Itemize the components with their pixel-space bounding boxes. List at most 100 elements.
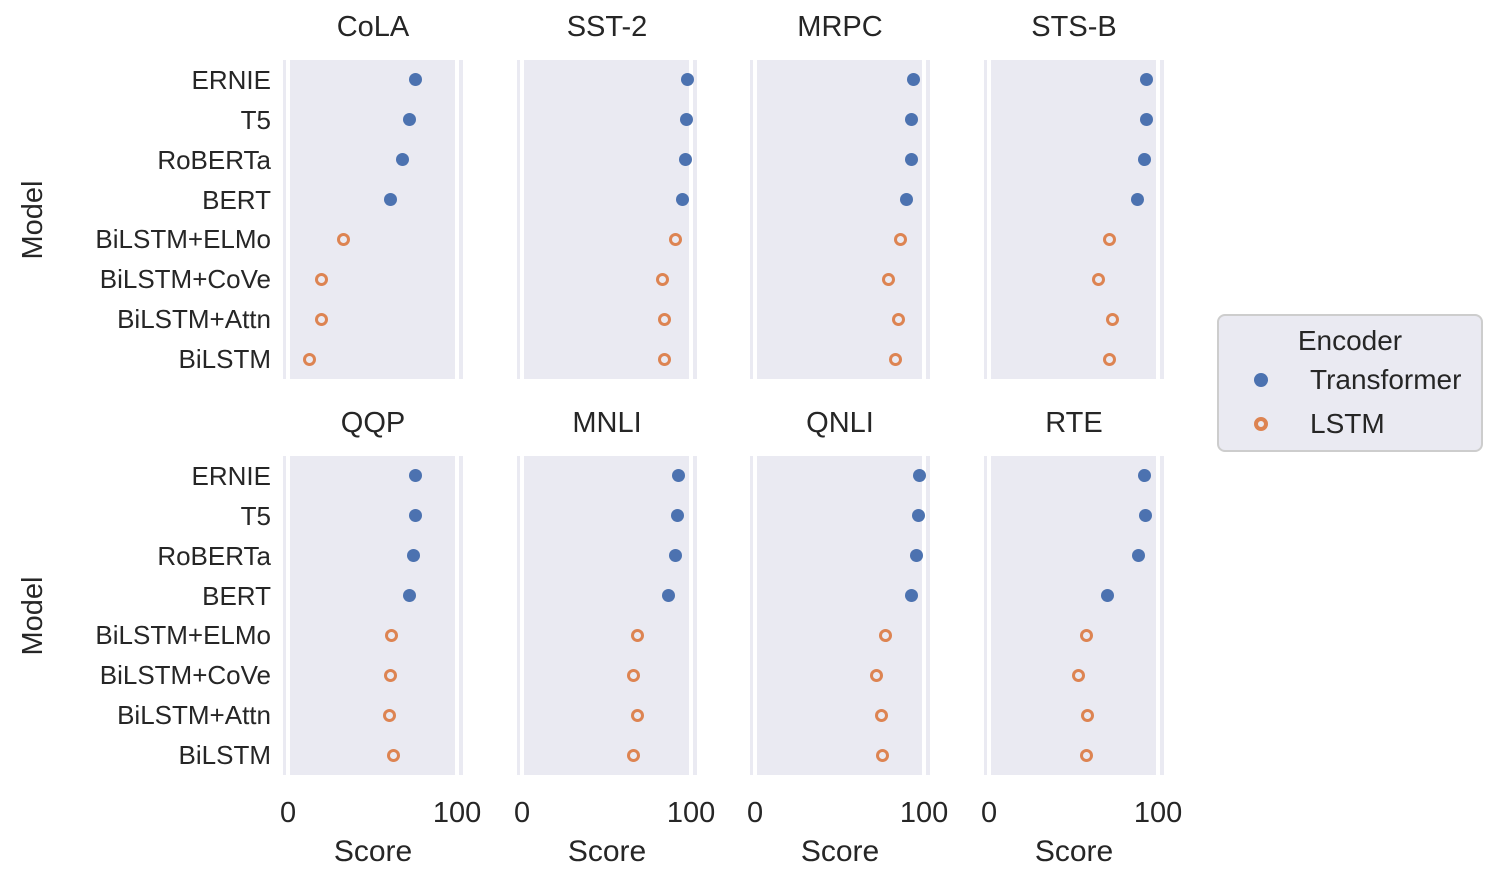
legend-entry-transformer: Transformer	[1219, 358, 1481, 402]
y-tick-label-BiLSTM+Attn: BiLSTM+Attn	[117, 304, 271, 335]
facet-title-RTE: RTE	[1045, 407, 1103, 439]
y-tick-label-T5: T5	[240, 500, 271, 531]
open-circle-icon	[1254, 417, 1268, 431]
x-tick-label-RTE-0: 0	[980, 797, 998, 829]
facet-title-MNLI: MNLI	[572, 407, 642, 439]
filled-circle-icon	[1254, 373, 1268, 387]
facet-title-SST-2: SST-2	[566, 11, 648, 43]
x-tick-label-QNLI-0: 0	[746, 797, 764, 829]
data-point-STS-B-BiLSTM+CoVe	[1092, 272, 1106, 286]
data-point-CoLA-BiLSTM	[302, 352, 316, 366]
y-tick-label-ERNIE: ERNIE	[191, 64, 271, 95]
data-point-CoLA-ERNIE	[409, 73, 423, 87]
data-point-CoLA-RoBERTa	[396, 153, 410, 167]
gridline-x0	[286, 456, 291, 775]
data-point-RTE-BiLSTM+ELMo	[1079, 628, 1093, 642]
y-tick-label-BERT: BERT	[202, 184, 271, 215]
data-point-RTE-BiLSTM+Attn	[1081, 708, 1095, 722]
data-point-SST-2-ERNIE	[680, 73, 694, 87]
facet-panel-RTE	[984, 456, 1164, 775]
data-point-MNLI-BiLSTM+CoVe	[627, 668, 641, 682]
data-point-QQP-BiLSTM+CoVe	[383, 668, 397, 682]
data-point-RTE-BiLSTM	[1079, 748, 1093, 762]
y-tick-label-BiLSTM+CoVe: BiLSTM+CoVe	[99, 264, 271, 295]
y-tick-label-BiLSTM+Attn: BiLSTM+Attn	[117, 700, 271, 731]
legend-entry-label: LSTM	[1310, 408, 1385, 439]
data-point-MRPC-BiLSTM+CoVe	[882, 272, 896, 286]
data-point-MRPC-T5	[905, 113, 919, 127]
data-point-MRPC-BERT	[899, 193, 913, 207]
data-point-MRPC-BiLSTM+ELMo	[893, 232, 907, 246]
legend-entry-lstm: LSTM	[1219, 402, 1481, 446]
data-point-QNLI-BiLSTM	[876, 748, 890, 762]
data-point-MNLI-BiLSTM	[627, 748, 641, 762]
data-point-SST-2-BiLSTM+CoVe	[655, 272, 669, 286]
legend: Encoder Transformer LSTM	[1217, 314, 1483, 452]
facet-title-QNLI: QNLI	[806, 407, 874, 439]
data-point-MNLI-BiLSTM+Attn	[630, 708, 644, 722]
data-point-RTE-BERT	[1101, 589, 1115, 603]
x-axis-label-QNLI: Score	[800, 835, 880, 868]
data-point-QQP-T5	[408, 509, 422, 523]
gridline-x100	[689, 60, 694, 379]
data-point-CoLA-BERT	[383, 193, 397, 207]
data-point-SST-2-BiLSTM+Attn	[657, 312, 671, 326]
gridline-x100	[455, 456, 460, 775]
data-point-STS-B-BiLSTM+ELMo	[1102, 232, 1116, 246]
facet-title-MRPC: MRPC	[797, 11, 883, 43]
legend-entry-label: Transformer	[1310, 364, 1462, 395]
data-point-MRPC-ERNIE	[907, 73, 921, 87]
gridline-x0	[520, 60, 525, 379]
data-point-SST-2-T5	[680, 113, 694, 127]
data-point-MNLI-BiLSTM+ELMo	[630, 628, 644, 642]
x-axis-label-RTE: Score	[1034, 835, 1114, 868]
data-point-STS-B-RoBERTa	[1138, 153, 1152, 167]
data-point-STS-B-T5	[1139, 113, 1153, 127]
data-point-QNLI-BERT	[905, 589, 919, 603]
facet-panel-STS-B	[984, 60, 1164, 379]
y-axis-label: Model	[17, 576, 49, 655]
data-point-MRPC-RoBERTa	[904, 153, 918, 167]
gridline-x100	[1156, 456, 1161, 775]
x-tick-label-MNLI-100: 100	[666, 797, 716, 829]
data-point-QQP-BiLSTM+Attn	[382, 708, 396, 722]
data-point-MNLI-ERNIE	[671, 469, 685, 483]
data-point-CoLA-T5	[402, 113, 416, 127]
gridline-x100	[689, 456, 694, 775]
data-point-SST-2-BiLSTM+ELMo	[669, 232, 683, 246]
data-point-QNLI-BiLSTM+CoVe	[870, 668, 884, 682]
gridline-x0	[286, 60, 291, 379]
data-point-RTE-BiLSTM+CoVe	[1072, 668, 1086, 682]
x-tick-label-QNLI-100: 100	[899, 797, 949, 829]
x-tick-label-MNLI-0: 0	[513, 797, 531, 829]
data-point-SST-2-RoBERTa	[679, 153, 692, 167]
data-point-QNLI-BiLSTM+ELMo	[878, 628, 892, 642]
data-point-RTE-RoBERTa	[1131, 549, 1145, 563]
gridline-x0	[987, 456, 992, 775]
gridline-x100	[455, 60, 460, 379]
y-tick-label-T5: T5	[240, 104, 271, 135]
data-point-MRPC-BiLSTM	[888, 352, 902, 366]
data-point-MNLI-RoBERTa	[669, 549, 683, 563]
data-point-QNLI-ERNIE	[913, 469, 927, 483]
y-tick-label-BiLSTM+CoVe: BiLSTM+CoVe	[99, 660, 271, 691]
y-tick-label-BiLSTM: BiLSTM	[178, 344, 271, 375]
y-tick-label-RoBERTa: RoBERTa	[157, 144, 271, 175]
data-point-CoLA-BiLSTM+CoVe	[314, 272, 328, 286]
y-tick-label-BiLSTM+ELMo: BiLSTM+ELMo	[95, 620, 271, 651]
data-point-RTE-ERNIE	[1138, 469, 1152, 483]
data-point-QQP-BiLSTM	[387, 748, 401, 762]
data-point-MRPC-BiLSTM+Attn	[892, 312, 906, 326]
x-axis-label-MNLI: Score	[567, 835, 647, 868]
y-tick-label-BERT: BERT	[202, 580, 271, 611]
y-tick-label-RoBERTa: RoBERTa	[157, 540, 271, 571]
gridline-x0	[753, 60, 758, 379]
data-point-STS-B-BiLSTM+Attn	[1105, 312, 1119, 326]
y-tick-label-BiLSTM: BiLSTM	[178, 740, 271, 771]
x-axis-label-QQP: Score	[333, 835, 413, 868]
data-point-STS-B-ERNIE	[1139, 73, 1153, 87]
gridline-x0	[520, 456, 525, 775]
gridline-x0	[753, 456, 758, 775]
facet-title-QQP: QQP	[340, 407, 406, 439]
